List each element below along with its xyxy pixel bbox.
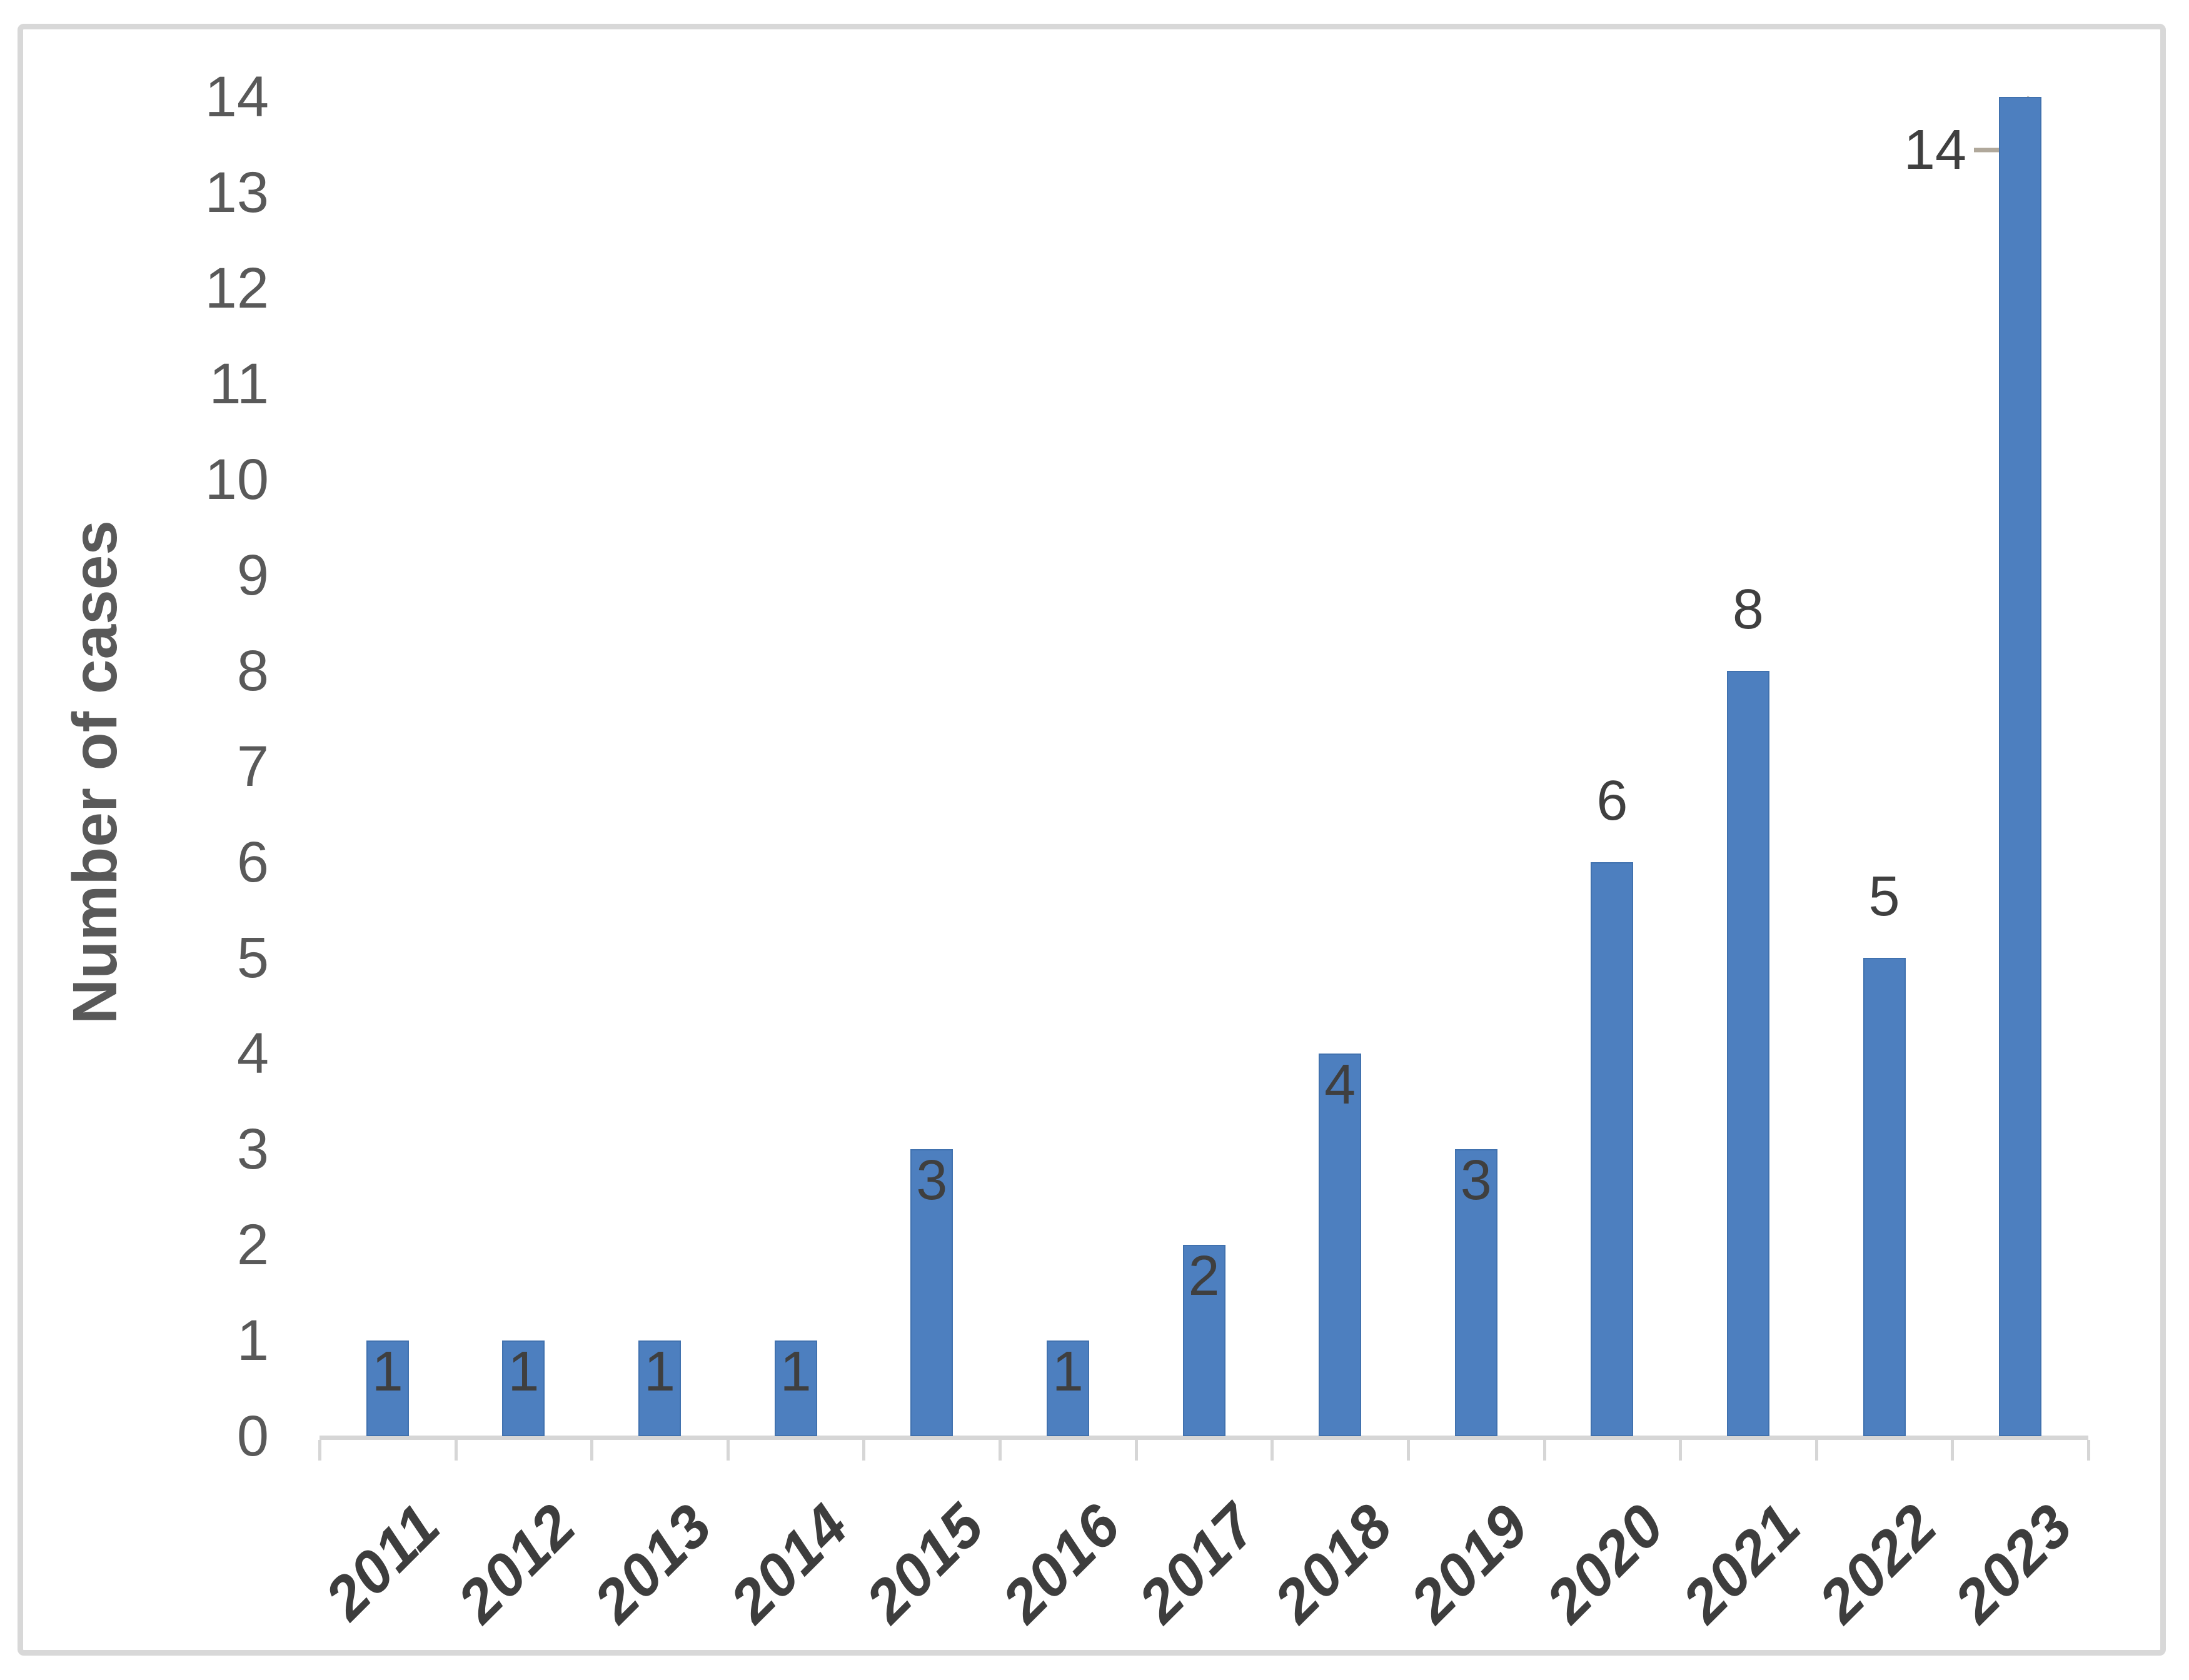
y-tick-label: 8: [236, 639, 269, 703]
y-tick-label: 2: [236, 1213, 269, 1277]
axis-tick: [999, 1440, 1002, 1461]
y-tick-label: 4: [236, 1022, 269, 1085]
bar-data-label: 1: [508, 1340, 540, 1403]
y-tick-label: 7: [236, 735, 269, 798]
axis-tick: [1134, 1440, 1138, 1461]
bar-data-label: 3: [1460, 1149, 1492, 1212]
axis-tick: [1406, 1440, 1410, 1461]
bar: [1454, 1149, 1497, 1436]
y-tick-label: 10: [204, 448, 269, 511]
axis-tick: [1951, 1440, 1955, 1461]
axis-tick: [726, 1440, 730, 1461]
bar-data-label: 4: [1324, 1054, 1356, 1116]
bar: [774, 1340, 817, 1436]
y-tick-label: 9: [236, 543, 269, 607]
bar: [638, 1340, 682, 1436]
bar-data-label: 1: [1052, 1340, 1084, 1403]
data-callout-label: 14: [1903, 119, 1966, 181]
bar-data-label: 1: [644, 1340, 676, 1403]
bar: [1863, 958, 1906, 1436]
bar-data-label: 1: [371, 1340, 403, 1403]
bar: [1726, 671, 1769, 1436]
bar: [1999, 97, 2042, 1436]
axis-tick: [1814, 1440, 1818, 1461]
bar-data-label: 6: [1596, 770, 1628, 832]
y-tick-label: 0: [236, 1404, 269, 1468]
axis-tick: [862, 1440, 866, 1461]
y-tick-label: 11: [209, 352, 269, 416]
bar-data-label: 1: [780, 1340, 812, 1403]
y-tick-label: 13: [204, 161, 269, 224]
bar: [1182, 1245, 1225, 1436]
axis-tick: [1542, 1440, 1546, 1461]
y-tick-label: 14: [204, 65, 269, 129]
y-tick-label: 12: [204, 256, 269, 320]
bar-data-label: 8: [1732, 578, 1764, 641]
y-tick-label: 1: [236, 1309, 269, 1372]
y-tick-label: 5: [236, 926, 269, 990]
bar-data-label: 5: [1868, 865, 1900, 928]
axis-tick: [318, 1440, 321, 1461]
figure-border: [18, 24, 2166, 1656]
axis-tick: [1271, 1440, 1274, 1461]
axis-tick: [1679, 1440, 1683, 1461]
bar: [1591, 862, 1634, 1436]
bar: [1319, 1054, 1362, 1436]
x-axis-line: [320, 1436, 2088, 1440]
bar: [910, 1149, 954, 1436]
axis-tick: [590, 1440, 594, 1461]
bar: [1046, 1340, 1089, 1436]
bar: [366, 1340, 409, 1436]
bar-data-label: 2: [1188, 1245, 1220, 1307]
bar: [502, 1340, 545, 1436]
bar-data-label: 3: [916, 1149, 948, 1212]
axis-tick: [454, 1440, 458, 1461]
axis-tick: [2087, 1440, 2090, 1461]
y-tick-label: 3: [236, 1117, 269, 1181]
y-tick-label: 6: [236, 830, 269, 894]
